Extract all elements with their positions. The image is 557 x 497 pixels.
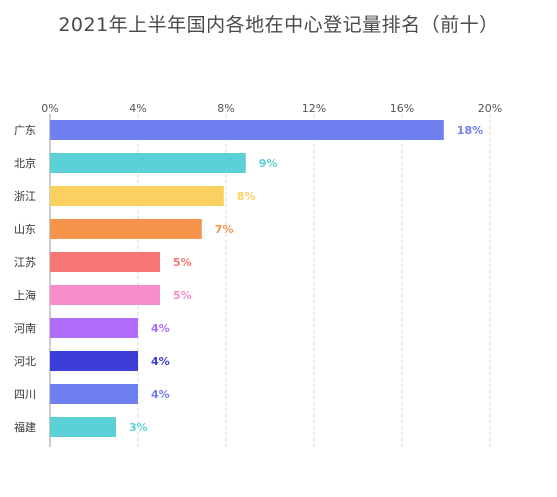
- bar: [50, 153, 246, 173]
- category-label: 四川: [14, 388, 36, 401]
- data-label: 5%: [173, 289, 192, 302]
- data-label: 18%: [457, 124, 483, 137]
- bar: [50, 120, 444, 140]
- category-label: 江苏: [14, 256, 36, 269]
- bar: [50, 219, 202, 239]
- bar: [50, 285, 160, 305]
- chart-title: 2021年上半年国内各地在中心登记量排名（前十）: [58, 14, 499, 36]
- bars: [50, 120, 444, 437]
- category-label: 北京: [14, 156, 36, 170]
- category-label: 河北: [14, 355, 36, 368]
- data-label: 9%: [259, 157, 278, 170]
- data-label: 5%: [173, 256, 192, 269]
- data-label: 4%: [151, 388, 170, 401]
- category-label: 山东: [14, 223, 36, 236]
- x-tick-label: 8%: [217, 102, 234, 115]
- x-tick-label: 16%: [390, 102, 414, 115]
- category-label: 河南: [14, 322, 36, 335]
- bar: [50, 351, 138, 371]
- bar: [50, 252, 160, 272]
- bar: [50, 186, 224, 206]
- labels: 广东 18% 北京 9% 浙江 8% 山东 7% 江苏 5% 上海 5% 河南 4% 河北 4% 四川 4% 福建 3…: [14, 124, 483, 434]
- data-label: 3%: [129, 421, 148, 434]
- x-axis: 0% 4% 8% 12% 16% 20%: [41, 102, 502, 115]
- data-label: 4%: [151, 355, 170, 368]
- bar: [50, 318, 138, 338]
- category-label: 上海: [14, 288, 36, 302]
- data-label: 8%: [237, 190, 256, 203]
- data-label: 7%: [215, 223, 234, 236]
- data-label: 4%: [151, 322, 170, 335]
- bar: [50, 384, 138, 404]
- category-label: 广东: [14, 124, 36, 137]
- x-tick-label: 20%: [478, 102, 502, 115]
- category-label: 福建: [14, 420, 36, 434]
- x-tick-label: 12%: [302, 102, 326, 115]
- category-label: 浙江: [14, 190, 36, 203]
- bar: [50, 417, 116, 437]
- x-tick-label: 4%: [129, 102, 146, 115]
- x-tick-label: 0%: [41, 102, 58, 115]
